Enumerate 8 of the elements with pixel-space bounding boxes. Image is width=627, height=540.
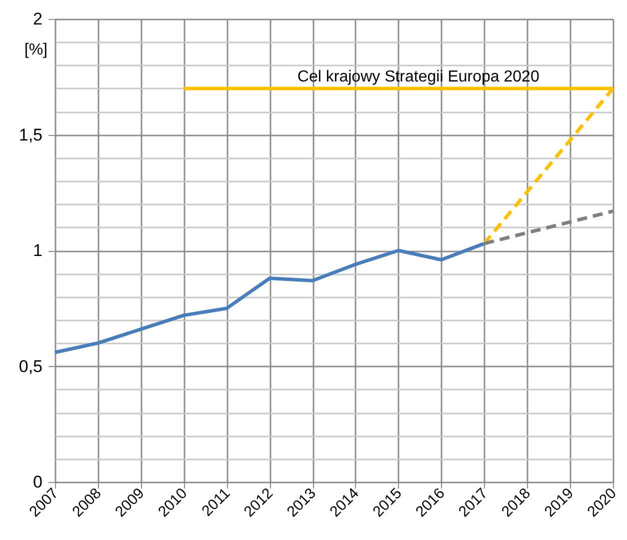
y-axis-title: [%] (24, 42, 48, 58)
y-tick-label: 1,5 (18, 125, 42, 144)
series-label: Cel krajowy Strategii Europa 2020 (297, 68, 540, 86)
line-series (53, 242, 486, 354)
y-tick-label: 0 (33, 472, 42, 492)
y-tick-label: 1 (33, 241, 42, 260)
y-tick-label: 2 (33, 10, 42, 28)
y-tick-label: 0,5 (18, 356, 42, 376)
